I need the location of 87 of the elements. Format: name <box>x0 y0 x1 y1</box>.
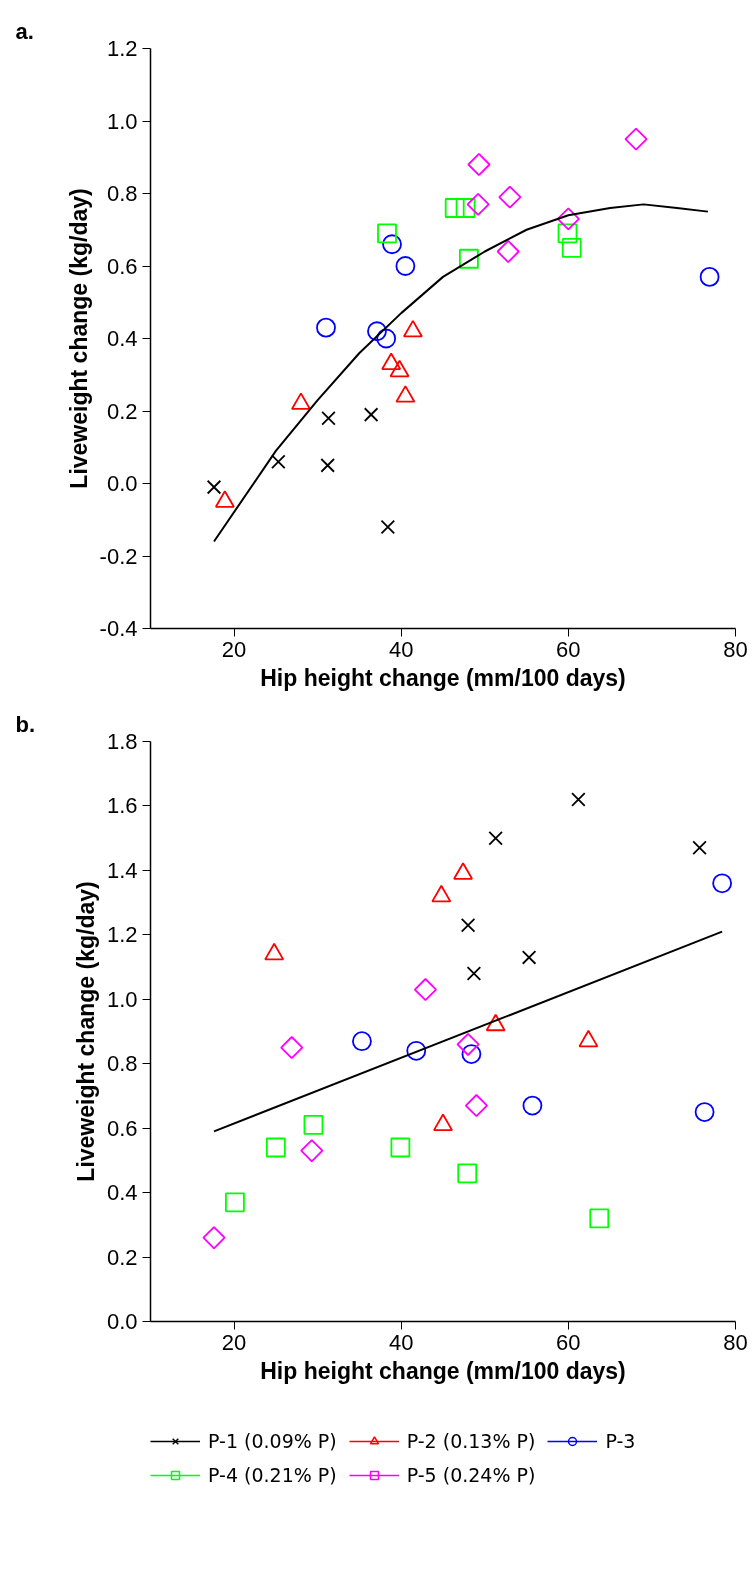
point <box>206 479 222 495</box>
point <box>699 266 720 287</box>
y-axis-title: Liveweight change (kg/day) <box>65 188 92 489</box>
point <box>413 978 437 1002</box>
point <box>467 152 491 177</box>
y-tick-label: 1.2 <box>106 36 138 61</box>
x-tick-label: 80 <box>723 1329 748 1355</box>
x-tick-label: 60 <box>556 1329 581 1355</box>
point <box>460 917 476 933</box>
point <box>377 223 397 244</box>
x-tick-label: 60 <box>556 636 581 662</box>
y-tick-label: 0.6 <box>106 1115 138 1141</box>
point <box>466 966 482 981</box>
point <box>456 1032 480 1056</box>
point <box>466 192 490 216</box>
point <box>202 1226 226 1250</box>
legend-label: P-2 (0.13% P) <box>406 1430 536 1452</box>
y-tick-label: 0.6 <box>106 253 138 279</box>
point <box>521 950 537 965</box>
x-axis-title: Hip height change (mm/100 days) <box>260 664 626 691</box>
y-tick-label: -0.2 <box>99 543 138 569</box>
point <box>444 198 465 218</box>
y-tick-label: 0.8 <box>106 181 138 206</box>
y-tick-label: 0.0 <box>106 1309 138 1334</box>
point <box>556 207 580 231</box>
point <box>589 1208 610 1229</box>
point <box>464 1094 488 1118</box>
point <box>280 1036 304 1060</box>
x-tick-label: 20 <box>221 1329 247 1355</box>
point <box>457 1163 478 1184</box>
legend-label: P-3 <box>605 1430 636 1452</box>
point <box>461 1044 482 1064</box>
point <box>320 458 335 473</box>
point <box>459 248 479 269</box>
y-tick-label: 1.6 <box>106 793 138 819</box>
y-tick-label: 1.4 <box>106 857 138 883</box>
point <box>352 1031 372 1052</box>
point <box>496 239 520 264</box>
point <box>265 1137 286 1158</box>
y-tick-label: 0.2 <box>106 398 138 424</box>
x-tick-label: 20 <box>221 636 247 662</box>
x-tick-label: 40 <box>388 1329 414 1355</box>
y-tick-label: -0.4 <box>99 616 138 641</box>
point <box>561 237 582 258</box>
line-series <box>213 203 709 543</box>
point <box>694 1102 715 1122</box>
x-axis-title: Hip height change (mm/100 days) <box>260 1357 626 1384</box>
point <box>376 328 397 349</box>
point <box>455 198 476 218</box>
point <box>624 127 648 151</box>
y-axis-title: Liveweight change (kg/day) <box>72 881 99 1182</box>
point <box>571 792 586 807</box>
point <box>557 223 578 244</box>
point <box>380 519 396 535</box>
chart-title: b. <box>15 711 36 737</box>
y-tick-label: 1.8 <box>106 729 138 754</box>
y-tick-label: 0.4 <box>106 1180 138 1206</box>
y-tick-label: 0.8 <box>106 1051 138 1077</box>
point <box>382 234 402 255</box>
x-tick-label: 80 <box>723 636 748 662</box>
point <box>271 454 286 470</box>
point <box>692 840 707 856</box>
point <box>522 1095 543 1116</box>
point <box>321 410 336 426</box>
point <box>406 1040 427 1061</box>
y-tick-label: 1.0 <box>106 108 138 134</box>
point <box>363 407 379 422</box>
point <box>498 185 522 209</box>
point <box>488 830 503 846</box>
legend-label: P-4 (0.21% P) <box>208 1464 337 1486</box>
point <box>395 256 416 276</box>
legend-label: P-5 (0.24% P) <box>406 1464 536 1486</box>
y-tick-label: 1.2 <box>106 922 138 948</box>
point <box>390 1137 411 1158</box>
point <box>367 321 387 342</box>
point <box>303 1115 324 1135</box>
legend-label: P-1 (0.09% P) <box>208 1430 337 1452</box>
x-tick-label: 40 <box>388 636 414 662</box>
y-tick-label: 0.4 <box>106 326 138 351</box>
point <box>316 317 336 338</box>
y-tick-label: 1.0 <box>106 986 138 1012</box>
y-tick-label: 0.2 <box>106 1244 138 1270</box>
point <box>300 1139 324 1163</box>
point <box>225 1192 245 1213</box>
chart-title: a. <box>15 18 34 44</box>
y-tick-label: 0.0 <box>106 471 138 496</box>
point <box>712 873 733 894</box>
